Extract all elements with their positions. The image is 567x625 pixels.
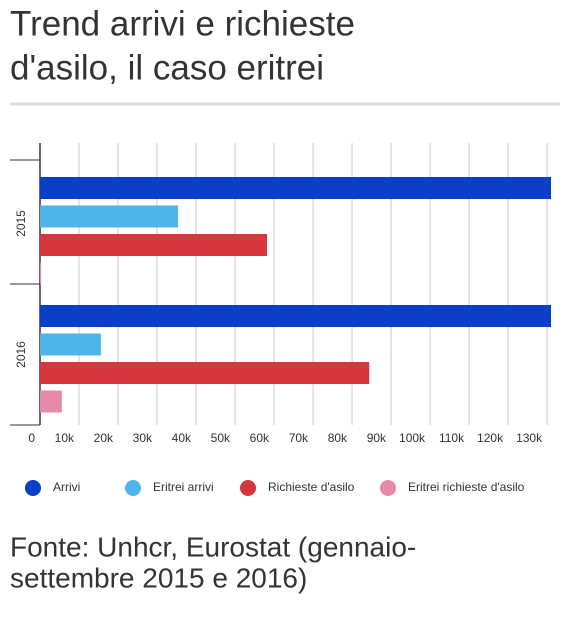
x-tick-label: 90k <box>367 431 387 445</box>
x-tick-label: 130k <box>516 431 543 445</box>
x-tick-label: 10k <box>55 431 75 445</box>
x-tick-label: 60k <box>250 431 270 445</box>
bar <box>40 234 268 256</box>
bar <box>40 262 42 285</box>
bar <box>40 305 551 327</box>
bar <box>40 362 370 384</box>
x-tick-label: 30k <box>133 431 153 445</box>
legend-marker <box>25 480 41 496</box>
bar <box>40 333 101 356</box>
bar <box>40 390 62 413</box>
x-tick-label: 80k <box>328 431 348 445</box>
source: settembre 2015 e 2016) <box>10 562 307 593</box>
y-tick-label: 2015 <box>14 210 28 237</box>
x-tick-label: 40k <box>172 431 192 445</box>
legend-label: Richieste d'asilo <box>268 480 355 494</box>
bar <box>40 205 179 228</box>
chart-title: d'asilo, il caso eritrei <box>10 48 324 87</box>
x-tick-label: 70k <box>289 431 309 445</box>
x-tick-label: 0 <box>28 431 35 445</box>
x-tick-label: 20k <box>94 431 114 445</box>
x-tick-label: 100k <box>399 431 426 445</box>
x-tick-label: 110k <box>439 431 465 445</box>
legend-marker <box>125 480 141 496</box>
chart-title: Trend arrivi e richieste <box>10 4 355 43</box>
legend-marker <box>240 480 256 496</box>
bar <box>40 177 551 199</box>
legend-label: Eritrei richieste d'asilo <box>408 480 525 494</box>
legend-marker <box>380 480 396 496</box>
source: Fonte: Unhcr, Eurostat (gennaio- <box>10 531 416 562</box>
x-tick-label: 120k <box>477 431 504 445</box>
y-tick-label: 2016 <box>14 341 28 368</box>
x-tick-label: 50k <box>211 431 231 445</box>
legend-label: Eritrei arrivi <box>153 480 214 494</box>
legend-label: Arrivi <box>53 480 80 494</box>
